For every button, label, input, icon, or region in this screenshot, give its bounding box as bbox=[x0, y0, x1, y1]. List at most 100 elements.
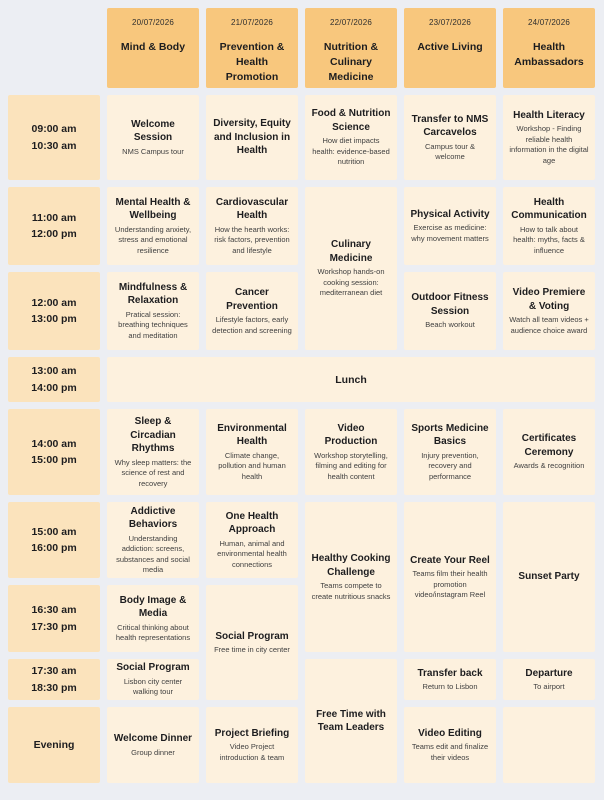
session-title: Health Communication bbox=[511, 196, 587, 222]
day-header-3: 22/07/2026 Nutrition & Culinary Medicine bbox=[305, 8, 397, 88]
session-desc: Injury prevention, recovery and performa… bbox=[421, 450, 479, 481]
day-date: 23/07/2026 bbox=[428, 18, 472, 27]
session-cell: Environmental Health Climate change, pol… bbox=[206, 409, 298, 495]
session-title: Body Image & Media bbox=[119, 594, 187, 620]
session-title: Transfer back bbox=[417, 667, 483, 679]
session-cell: Body Image & Media Critical thinking abo… bbox=[107, 585, 199, 652]
session-title: Addictive Behaviors bbox=[128, 505, 178, 531]
session-cell: Health Communication How to talk about h… bbox=[503, 187, 595, 265]
session-title: Welcome Session bbox=[131, 118, 175, 144]
time-end: 18:30 pm bbox=[31, 681, 77, 694]
time-end: 12:00 pm bbox=[31, 228, 77, 240]
session-cell: Welcome Dinner Group dinner bbox=[107, 707, 199, 783]
session-cell: Mental Health & Wellbeing Understanding … bbox=[107, 187, 199, 265]
session-desc: Teams edit and finalize their videos bbox=[411, 742, 489, 762]
day-date: 22/07/2026 bbox=[329, 18, 373, 27]
session-cell: Sleep & Circadian Rhythms Why sleep matt… bbox=[107, 409, 199, 495]
session-title: Welcome Dinner bbox=[113, 733, 193, 744]
session-cell: Healthy Cooking Challenge Teams compete … bbox=[305, 502, 397, 652]
time-slot-4: 13:00 am 14:00 pm bbox=[8, 357, 100, 402]
session-cell: Food & Nutrition Science How diet impact… bbox=[305, 95, 397, 180]
session-title: Create Your Reel bbox=[410, 554, 490, 566]
session-cell: Cancer Prevention Lifestyle factors, ear… bbox=[206, 272, 298, 350]
session-title: Sleep & Circadian Rhythms bbox=[130, 416, 176, 454]
session-cell: Social Program Lisbon city center walkin… bbox=[107, 659, 199, 700]
session-title: Environmental Health bbox=[217, 422, 287, 448]
day-date: 24/07/2026 bbox=[527, 18, 571, 27]
session-desc: Human, animal and environmental health c… bbox=[217, 538, 287, 569]
session-cell: Video Production Workshop storytelling, … bbox=[305, 409, 397, 495]
time-slot-5: 14:00 am 15:00 pm bbox=[8, 409, 100, 495]
session-cell: Social Program Free time in city center bbox=[206, 585, 298, 700]
session-cell: Cardiovascular Health How the hearth wor… bbox=[206, 187, 298, 265]
session-title: Video Editing bbox=[418, 727, 482, 739]
time-slot-7: 16:30 am 17:30 pm bbox=[8, 585, 100, 652]
session-cell: Diversity, Equity and Inclusion in Healt… bbox=[206, 95, 298, 180]
session-title: Video Production bbox=[324, 422, 378, 448]
session-title: Cancer Prevention bbox=[226, 287, 278, 312]
session-desc: Beach workout bbox=[425, 320, 475, 330]
time-end: 13:00 pm bbox=[31, 313, 77, 325]
session-desc: Teams compete to create nutritious snack… bbox=[311, 581, 391, 601]
session-cell: One Health Approach Human, animal and en… bbox=[206, 502, 298, 578]
time-start: 14:00 am bbox=[31, 437, 77, 450]
session-desc: Lisbon city center walking tour bbox=[123, 676, 183, 697]
session-cell: Welcome Session NMS Campus tour bbox=[107, 95, 199, 180]
day-track: Nutrition & Culinary Medicine bbox=[323, 41, 379, 84]
day-header-5: 24/07/2026 Health Ambassadors bbox=[503, 8, 595, 88]
session-title: Social Program bbox=[116, 662, 190, 674]
day-date: 21/07/2026 bbox=[230, 18, 274, 27]
time-end: 17:30 pm bbox=[31, 620, 77, 633]
time-start: 16:30 am bbox=[31, 604, 77, 617]
day-track: Prevention & Health Promotion bbox=[219, 41, 285, 84]
time-slot-6: 15:00 am 16:00 pm bbox=[8, 502, 100, 578]
session-desc: NMS Campus tour bbox=[122, 146, 184, 156]
time-start: 17:30 am bbox=[31, 665, 77, 678]
session-title: Cardiovascular Health bbox=[215, 196, 289, 222]
day-header-2: 21/07/2026 Prevention & Health Promotion bbox=[206, 8, 298, 88]
day-track: Mind & Body bbox=[120, 41, 186, 53]
session-desc: Workshop - Finding reliable health infor… bbox=[509, 124, 589, 165]
day-track: Health Ambassadors bbox=[514, 41, 584, 69]
time-start: 15:00 am bbox=[31, 525, 77, 538]
session-desc: Campus tour & welcome bbox=[424, 141, 476, 162]
session-cell: Mindfulness & Relaxation Pratical sessio… bbox=[107, 272, 199, 350]
empty-session-cell bbox=[503, 707, 595, 783]
time-start: 12:00 am bbox=[31, 296, 77, 309]
session-desc: How to talk about health: myths, facts &… bbox=[513, 224, 585, 255]
session-title: Culinary Medicine bbox=[329, 239, 373, 264]
time-slot-1: 09:00 am 10:30 am bbox=[8, 95, 100, 180]
session-title: Certificates Ceremony bbox=[521, 433, 577, 458]
session-desc: Pratical session: breathing techniques a… bbox=[118, 309, 188, 340]
session-title: Sports Medicine Basics bbox=[411, 422, 489, 448]
session-cell: Free Time with Team Leaders bbox=[305, 659, 397, 783]
time-slot-evening: Evening bbox=[8, 707, 100, 783]
session-desc: Free time in city center bbox=[214, 645, 290, 654]
session-cell: Certificates Ceremony Awards & recogniti… bbox=[503, 409, 595, 495]
time-end: 14:00 pm bbox=[31, 381, 77, 394]
session-title: Video Premiere & Voting bbox=[512, 287, 586, 312]
time-label: Evening bbox=[33, 738, 75, 751]
time-end: 10:30 am bbox=[31, 139, 77, 152]
session-desc: Exercise as medicine: why movement matte… bbox=[411, 223, 489, 243]
session-cell: Physical Activity Exercise as medicine: … bbox=[404, 187, 496, 265]
session-title: Sunset Party bbox=[518, 571, 580, 583]
session-desc: How the hearth works: risk factors, prev… bbox=[214, 224, 290, 255]
day-header-1: 20/07/2026 Mind & Body bbox=[107, 8, 199, 88]
session-title: Social Program bbox=[215, 630, 289, 642]
session-cell: Departure To airport bbox=[503, 659, 595, 700]
session-desc: Group dinner bbox=[131, 747, 175, 757]
session-desc: Why sleep matters: the science of rest a… bbox=[114, 457, 192, 488]
session-title: Diversity, Equity and Inclusion in Healt… bbox=[213, 118, 291, 157]
session-cell: Sunset Party bbox=[503, 502, 595, 652]
session-desc: Return to Lisbon bbox=[422, 682, 478, 691]
session-title: Departure bbox=[525, 667, 573, 679]
session-desc: Workshop storytelling, filming and editi… bbox=[314, 450, 388, 481]
session-desc: Understanding anxiety, stress and emotio… bbox=[114, 224, 192, 255]
session-desc: Lifestyle factors, early detection and s… bbox=[212, 315, 292, 335]
time-slot-8: 17:30 am 18:30 pm bbox=[8, 659, 100, 700]
time-slot-2: 11:00 am 12:00 pm bbox=[8, 187, 100, 265]
time-end: 16:00 pm bbox=[31, 542, 77, 554]
session-cell: Health Literacy Workshop - Finding relia… bbox=[503, 95, 595, 180]
